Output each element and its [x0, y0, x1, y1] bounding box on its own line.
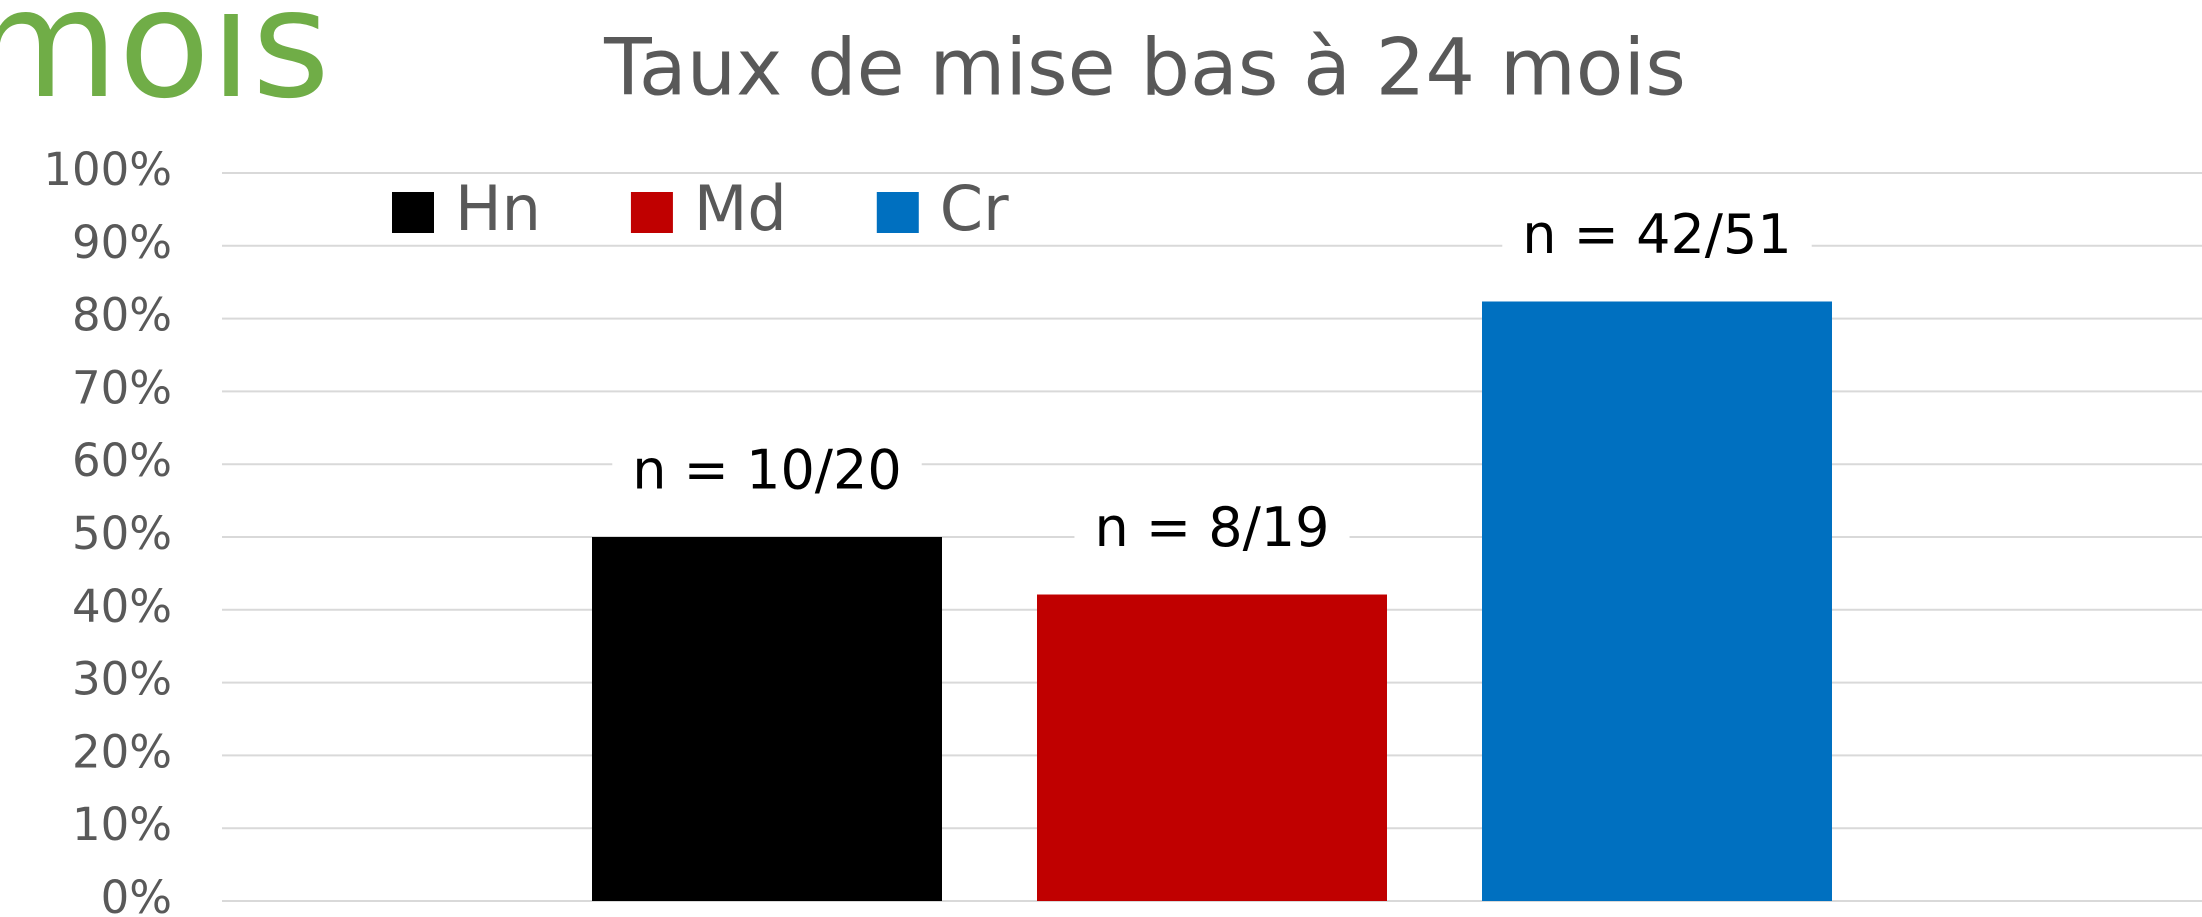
y-tick-label: 100% — [43, 143, 172, 196]
data-label: n = 10/20 — [632, 439, 901, 502]
slide-title: mois — [0, 0, 330, 132]
data-label-bg — [612, 437, 922, 511]
y-tick-label: 20% — [72, 725, 172, 778]
legend-label: Cr — [940, 172, 1009, 245]
data-label: n = 42/51 — [1522, 203, 1791, 266]
y-tick-label: 40% — [72, 580, 172, 633]
bar — [1482, 301, 1832, 901]
legend-label: Hn — [455, 172, 541, 245]
data-label-bg — [1074, 494, 1350, 569]
y-tick-label: 10% — [72, 798, 172, 851]
legend-label: Md — [694, 172, 787, 245]
y-tick-label: 30% — [72, 653, 172, 706]
bar — [592, 537, 942, 901]
legend-swatch — [876, 192, 919, 233]
data-label: n = 8/19 — [1094, 496, 1329, 559]
y-tick-label: 70% — [72, 361, 172, 414]
y-tick-label: 0% — [101, 871, 172, 917]
data-label-bg — [1502, 201, 1812, 276]
chart-title: Taux de mise bas à 24 mois — [603, 23, 1686, 113]
legend-swatch — [392, 192, 434, 233]
y-tick-label: 60% — [72, 434, 172, 487]
legend-swatch — [630, 192, 673, 233]
y-tick-label: 90% — [72, 216, 172, 269]
y-tick-label: 80% — [72, 289, 172, 342]
y-tick-label: 50% — [72, 507, 172, 560]
bar — [1037, 594, 1387, 901]
